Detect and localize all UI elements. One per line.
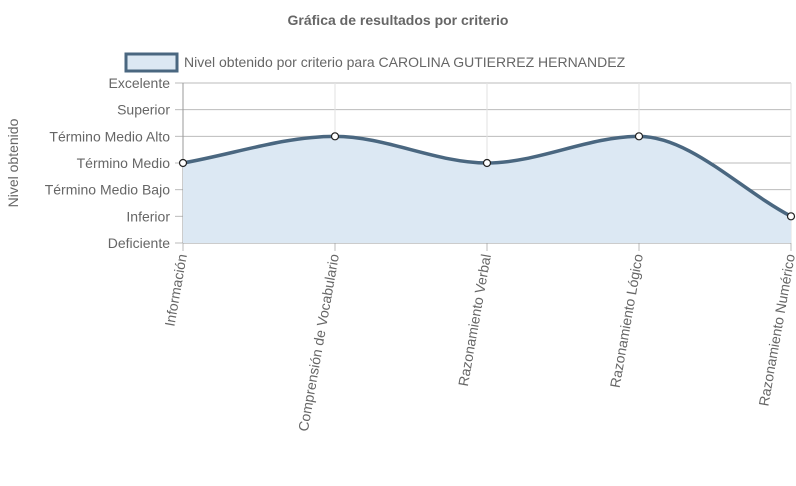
y-tick-label: Inferior	[126, 208, 170, 224]
y-tick-label: Excelente	[109, 75, 171, 91]
y-tick-label: Término Medio Bajo	[45, 182, 170, 198]
y-tick-label: Término Medio Alto	[49, 128, 170, 144]
legend[interactable]: Nivel obtenido por criterio para CAROLIN…	[124, 52, 626, 73]
legend-label: Nivel obtenido por criterio para CAROLIN…	[184, 54, 626, 70]
series-area-fill	[183, 136, 791, 243]
y-tick-label: Deficiente	[108, 235, 170, 251]
x-tick-label: Razonamiento Lógico	[607, 253, 646, 389]
legend-swatch	[124, 52, 179, 73]
x-tick-label: Información	[161, 253, 189, 328]
x-tick-label: Razonamiento Numérico	[755, 253, 796, 408]
data-point[interactable]	[786, 212, 796, 221]
series-points	[178, 132, 796, 221]
y-tick-label: Término Medio	[77, 155, 171, 171]
data-point[interactable]	[634, 132, 644, 141]
x-tick-label: Razonamiento Verbal	[455, 253, 494, 388]
series-area	[183, 136, 791, 243]
y-axis-title: Nivel obtenido	[5, 118, 21, 207]
y-tick-label: Superior	[117, 102, 170, 118]
x-tick-label: Comprensión de Vocabulario	[295, 253, 342, 433]
data-point[interactable]	[482, 158, 492, 168]
chart-title: Gráfica de resultados por criterio	[288, 12, 509, 28]
data-point[interactable]	[330, 132, 340, 141]
y-axis-ticks: Deficiente Inferior Término Medio Bajo Térm…	[45, 75, 171, 251]
data-point[interactable]	[178, 158, 188, 168]
x-axis-ticks: Información Comprensión de Vocabulario Raz…	[161, 253, 796, 433]
